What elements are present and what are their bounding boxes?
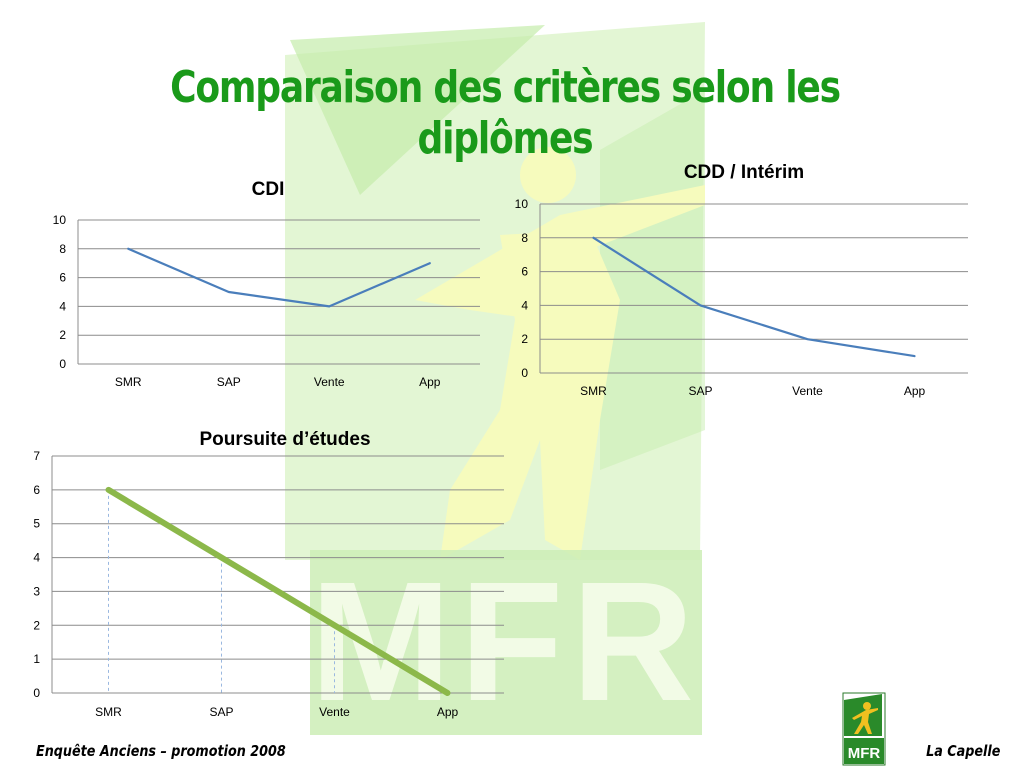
x-axis-ticks: SMR SAP Vente App <box>580 384 925 398</box>
x-tick-label: SMR <box>580 384 607 398</box>
y-tick-label: 2 <box>59 328 66 342</box>
drop-lines <box>108 489 335 693</box>
watermark-figure-head <box>520 147 576 203</box>
y-tick-label: 0 <box>33 686 40 700</box>
y-tick-label: 0 <box>521 366 528 380</box>
gridlines <box>77 219 480 365</box>
watermark-roof-shape <box>290 25 545 195</box>
gridlines <box>51 455 504 694</box>
y-tick-label: 4 <box>521 298 528 312</box>
x-tick-label: SAP <box>209 705 233 719</box>
series-line <box>592 236 916 358</box>
x-tick-label: SMR <box>115 375 142 389</box>
x-tick-label: Vente <box>319 705 350 719</box>
x-axis-ticks: SMR SAP Vente App <box>95 705 458 719</box>
series-line <box>127 247 431 308</box>
watermark-banner <box>310 550 702 735</box>
y-tick-label: 4 <box>33 551 40 565</box>
watermark-text: MFR <box>310 547 702 737</box>
y-tick-label: 2 <box>33 618 40 632</box>
y-tick-label: 4 <box>59 299 66 313</box>
chart-title: CDD / Intérim <box>684 162 804 183</box>
y-tick-label: 8 <box>521 231 528 245</box>
mfr-logo: MFR <box>842 692 886 766</box>
y-tick-label: 1 <box>33 652 40 666</box>
chart-title: Poursuite d’études <box>199 429 370 450</box>
y-tick-label: 10 <box>515 197 529 211</box>
x-tick-label: App <box>437 705 459 719</box>
y-tick-label: 10 <box>53 213 67 227</box>
y-axis-ticks: 0 2 4 6 8 10 <box>53 213 67 371</box>
x-tick-label: App <box>904 384 926 398</box>
watermark-figure-body <box>440 230 620 560</box>
y-tick-label: 5 <box>33 517 40 531</box>
y-tick-label: 7 <box>33 449 40 463</box>
y-tick-label: 2 <box>521 332 528 346</box>
y-tick-label: 3 <box>33 584 40 598</box>
gridlines <box>539 203 968 374</box>
series <box>592 236 916 358</box>
y-tick-label: 6 <box>33 483 40 497</box>
footer-location-label: La Capelle <box>925 742 1000 760</box>
x-tick-label: Vente <box>314 375 345 389</box>
footer-survey-label: Enquête Anciens – promotion 2008 <box>36 742 286 760</box>
x-axis-ticks: SMR SAP Vente App <box>115 375 441 389</box>
x-tick-label: Vente <box>792 384 823 398</box>
x-tick-label: App <box>419 375 441 389</box>
x-tick-label: SMR <box>95 705 122 719</box>
logo-banner <box>844 738 884 764</box>
series <box>127 247 431 308</box>
y-axis-ticks: 0 1 2 3 4 5 6 7 <box>33 449 40 700</box>
chart-title: CDI <box>252 179 285 200</box>
y-tick-label: 6 <box>59 271 66 285</box>
logo-figure-head <box>863 702 871 710</box>
y-axis-ticks: 0 2 4 6 8 10 <box>515 197 529 380</box>
logo-figure <box>852 708 878 734</box>
watermark-side-shape <box>600 90 705 470</box>
page-title: Comparaison des critères selon les diplô… <box>170 62 841 164</box>
logo-text: MFR <box>848 745 881 762</box>
series-line <box>105 486 451 696</box>
y-tick-label: 6 <box>521 265 528 279</box>
y-tick-label: 0 <box>59 357 66 371</box>
x-tick-label: SAP <box>688 384 712 398</box>
series <box>105 486 451 696</box>
y-tick-label: 8 <box>59 242 66 256</box>
x-tick-label: SAP <box>217 375 241 389</box>
